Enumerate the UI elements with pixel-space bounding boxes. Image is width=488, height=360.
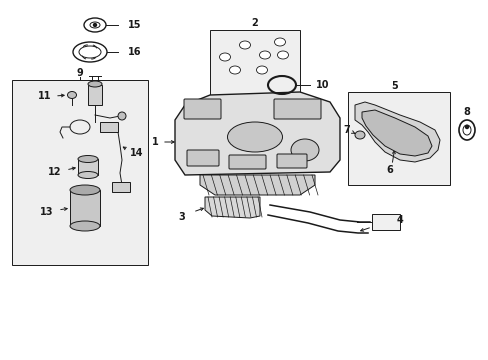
- Ellipse shape: [239, 41, 250, 49]
- Ellipse shape: [78, 156, 98, 162]
- Bar: [78, 159, 98, 175]
- Ellipse shape: [67, 91, 76, 99]
- Bar: [88, 85, 102, 105]
- FancyBboxPatch shape: [183, 99, 221, 119]
- Text: 11: 11: [38, 91, 52, 101]
- Ellipse shape: [78, 171, 98, 179]
- Ellipse shape: [259, 51, 270, 59]
- FancyBboxPatch shape: [186, 150, 219, 166]
- Ellipse shape: [229, 66, 240, 74]
- Text: 5: 5: [391, 81, 398, 91]
- Text: 3: 3: [178, 212, 185, 222]
- Ellipse shape: [354, 131, 364, 139]
- Text: 6: 6: [386, 165, 392, 175]
- Text: 16: 16: [128, 47, 142, 57]
- Ellipse shape: [277, 51, 288, 59]
- Text: 12: 12: [48, 167, 61, 177]
- Polygon shape: [361, 110, 431, 156]
- Ellipse shape: [227, 122, 282, 152]
- Ellipse shape: [290, 139, 318, 161]
- Ellipse shape: [88, 81, 102, 87]
- Ellipse shape: [274, 38, 285, 46]
- Text: 9: 9: [77, 68, 83, 78]
- Polygon shape: [354, 102, 439, 162]
- Bar: [347, 92, 449, 185]
- Text: 1: 1: [151, 137, 158, 147]
- Text: 13: 13: [40, 207, 54, 217]
- Text: 4: 4: [396, 215, 403, 225]
- Text: 14: 14: [130, 148, 143, 158]
- Bar: [12, 80, 148, 265]
- FancyBboxPatch shape: [276, 154, 306, 168]
- Text: 10: 10: [316, 80, 329, 90]
- Bar: [70, 190, 100, 226]
- FancyBboxPatch shape: [273, 99, 320, 119]
- Circle shape: [465, 126, 468, 129]
- Ellipse shape: [70, 185, 100, 195]
- Bar: [112, 182, 130, 192]
- Polygon shape: [204, 197, 260, 218]
- Polygon shape: [200, 175, 314, 195]
- Text: 15: 15: [128, 20, 142, 30]
- Text: 7: 7: [343, 125, 350, 135]
- Polygon shape: [175, 92, 339, 175]
- Ellipse shape: [219, 53, 230, 61]
- Ellipse shape: [256, 66, 267, 74]
- Text: 2: 2: [251, 18, 258, 28]
- Text: 8: 8: [463, 107, 469, 117]
- Bar: [371, 214, 399, 230]
- Circle shape: [93, 23, 96, 27]
- FancyBboxPatch shape: [228, 155, 265, 169]
- Bar: [100, 122, 118, 132]
- Ellipse shape: [70, 221, 100, 231]
- Bar: [209, 30, 299, 105]
- Circle shape: [118, 112, 126, 120]
